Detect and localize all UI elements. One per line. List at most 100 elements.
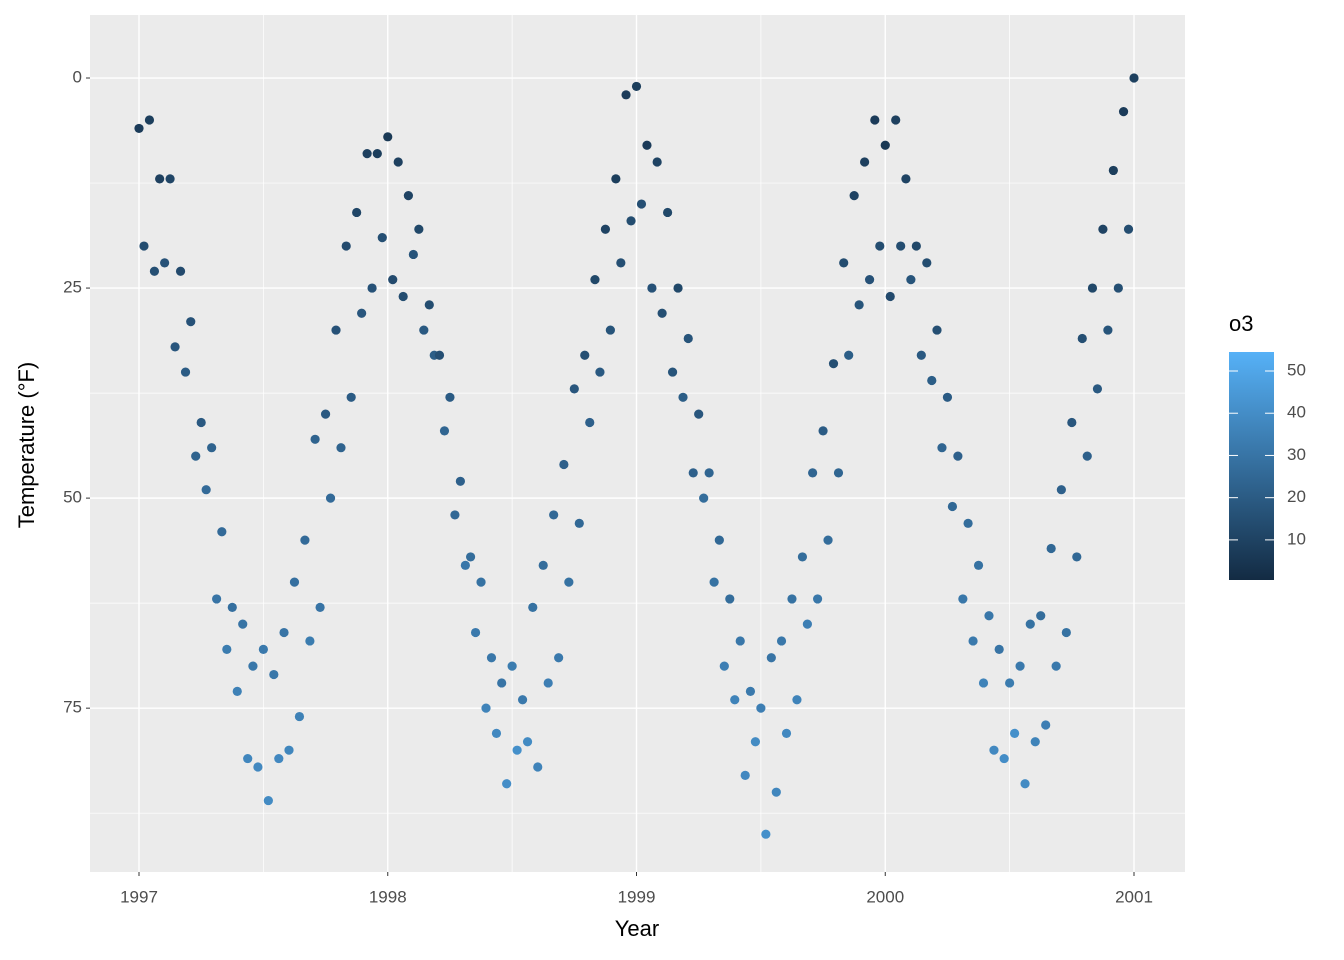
point	[207, 443, 217, 453]
point	[310, 434, 320, 444]
point	[1061, 627, 1071, 638]
point	[294, 711, 305, 722]
point	[165, 174, 175, 184]
point	[269, 669, 279, 680]
point	[424, 300, 434, 310]
y-tick-label: 0	[73, 67, 82, 86]
y-tick-label: 50	[63, 488, 82, 507]
point	[636, 199, 647, 209]
point	[694, 409, 704, 419]
point	[253, 762, 263, 772]
y-tick-label: 75	[63, 698, 82, 717]
point	[906, 275, 916, 285]
point	[626, 216, 636, 226]
point	[1067, 417, 1077, 428]
point	[491, 728, 502, 738]
point	[1103, 325, 1113, 335]
colorbar-label: 40	[1287, 403, 1306, 422]
point	[1077, 333, 1087, 344]
y-axis-title: Temperature (°F)	[14, 362, 39, 529]
point	[849, 191, 859, 201]
point	[232, 686, 242, 696]
point	[1025, 619, 1035, 629]
point	[144, 115, 155, 125]
point	[771, 787, 781, 797]
point	[1046, 543, 1056, 554]
point	[875, 241, 885, 251]
point	[305, 636, 315, 646]
point	[559, 459, 569, 470]
point	[248, 661, 258, 671]
point	[595, 367, 605, 377]
point	[414, 224, 424, 234]
point	[792, 695, 802, 705]
point	[937, 443, 947, 453]
point	[756, 703, 766, 713]
point	[631, 81, 642, 92]
point	[497, 678, 507, 688]
point	[476, 577, 486, 587]
point	[818, 426, 828, 436]
point	[543, 678, 553, 688]
point	[455, 476, 465, 486]
point	[916, 350, 926, 360]
colorbar-label: 50	[1287, 360, 1306, 379]
point	[300, 535, 310, 545]
point	[434, 350, 445, 360]
point	[574, 518, 584, 528]
point	[289, 577, 300, 587]
legend-title: o3	[1229, 311, 1253, 336]
point	[217, 527, 227, 537]
point	[600, 224, 611, 234]
point	[398, 291, 408, 302]
point	[372, 149, 382, 159]
colorbar-label: 30	[1287, 445, 1306, 464]
point	[735, 636, 745, 646]
point	[279, 627, 289, 638]
x-axis-title: Year	[615, 916, 659, 941]
point	[212, 594, 222, 604]
point	[1123, 224, 1134, 234]
colorbar	[1229, 352, 1274, 580]
point	[683, 333, 693, 344]
point	[1072, 552, 1082, 562]
point	[864, 275, 875, 285]
point	[445, 392, 455, 402]
point	[528, 602, 538, 612]
point	[958, 594, 968, 604]
point	[730, 695, 740, 705]
point	[1118, 107, 1129, 117]
point	[704, 468, 714, 478]
point	[673, 283, 683, 293]
point	[833, 468, 844, 478]
point	[585, 417, 595, 428]
x-tick-label: 1998	[369, 887, 407, 906]
point	[787, 594, 797, 604]
point	[315, 602, 325, 612]
point	[403, 191, 414, 201]
point	[896, 241, 906, 251]
point	[781, 728, 792, 738]
point	[180, 367, 191, 377]
point	[481, 703, 491, 713]
point	[922, 258, 932, 268]
point	[667, 367, 678, 377]
point	[554, 653, 564, 663]
point	[549, 510, 559, 520]
point	[155, 174, 165, 184]
point	[657, 308, 667, 318]
x-tick-label: 2000	[866, 887, 904, 906]
point	[470, 627, 481, 638]
y-tick-label: 25	[63, 278, 82, 297]
point	[652, 157, 662, 167]
point	[854, 300, 864, 310]
point	[984, 611, 994, 621]
point	[538, 560, 548, 570]
point	[175, 266, 186, 276]
point	[352, 207, 362, 218]
point	[776, 636, 787, 646]
point	[901, 174, 911, 184]
point	[134, 123, 144, 134]
point	[201, 485, 211, 495]
